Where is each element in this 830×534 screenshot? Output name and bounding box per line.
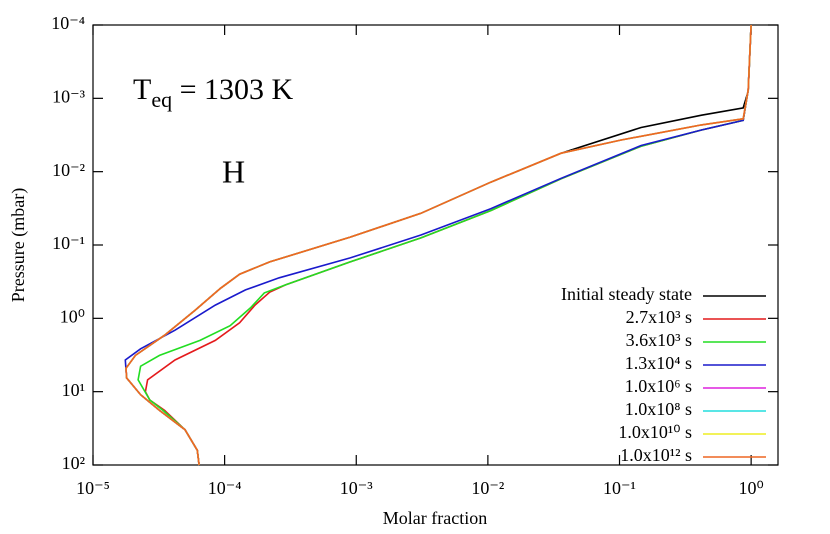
series-line bbox=[125, 24, 752, 466]
annotation: Teq = 1303 K bbox=[133, 73, 294, 112]
annotation-part: T bbox=[133, 73, 151, 106]
y-tick-label: 10⁻⁴ bbox=[51, 13, 85, 33]
x-tick-label: 10⁻⁴ bbox=[208, 478, 242, 498]
legend-label: 1.3x10⁴ s bbox=[625, 353, 692, 373]
y-tick-label: 10⁻³ bbox=[52, 86, 86, 106]
x-axis-label: Molar fraction bbox=[383, 508, 487, 528]
annotation-part: = 1303 K bbox=[172, 73, 293, 106]
legend-label: 1.0x10⁶ s bbox=[625, 376, 692, 396]
x-tick-label: 10⁰ bbox=[739, 478, 764, 498]
annotation: H bbox=[222, 153, 245, 189]
legend-label: Initial steady state bbox=[561, 284, 692, 304]
legend-label: 1.0x10¹² s bbox=[620, 445, 692, 465]
x-tick-label: 10⁻³ bbox=[340, 478, 374, 498]
x-tick-label: 10⁻¹ bbox=[603, 478, 636, 498]
annotation-subscript: eq bbox=[151, 87, 172, 112]
y-axis-label: Pressure (mbar) bbox=[8, 188, 29, 302]
legend-label: 3.6x10³ s bbox=[626, 330, 692, 350]
x-tick-label: 10⁻⁵ bbox=[76, 478, 110, 498]
legend-label: 2.7x10³ s bbox=[626, 307, 692, 327]
legend-label: 1.0x10¹⁰ s bbox=[618, 422, 692, 442]
y-tick-label: 10¹ bbox=[62, 380, 85, 400]
x-tick-label: 10⁻² bbox=[471, 478, 504, 498]
legend-label: 1.0x10⁸ s bbox=[625, 399, 692, 419]
y-tick-label: 10⁰ bbox=[60, 306, 85, 326]
y-tick-label: 10⁻¹ bbox=[52, 233, 85, 253]
y-tick-label: 10⁻² bbox=[52, 160, 85, 180]
y-tick-label: 10² bbox=[62, 453, 85, 473]
